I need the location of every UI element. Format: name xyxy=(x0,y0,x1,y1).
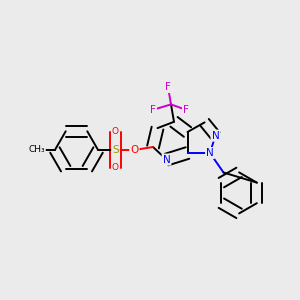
Text: F: F xyxy=(150,105,156,115)
Text: O: O xyxy=(112,128,119,136)
Text: S: S xyxy=(112,145,119,155)
Text: N: N xyxy=(163,154,170,165)
Text: N: N xyxy=(206,148,214,158)
Text: N: N xyxy=(212,130,219,141)
Text: F: F xyxy=(183,105,189,115)
Text: CH₃: CH₃ xyxy=(28,146,45,154)
Text: O: O xyxy=(130,145,139,155)
Text: O: O xyxy=(112,164,119,172)
Text: F: F xyxy=(165,82,171,92)
